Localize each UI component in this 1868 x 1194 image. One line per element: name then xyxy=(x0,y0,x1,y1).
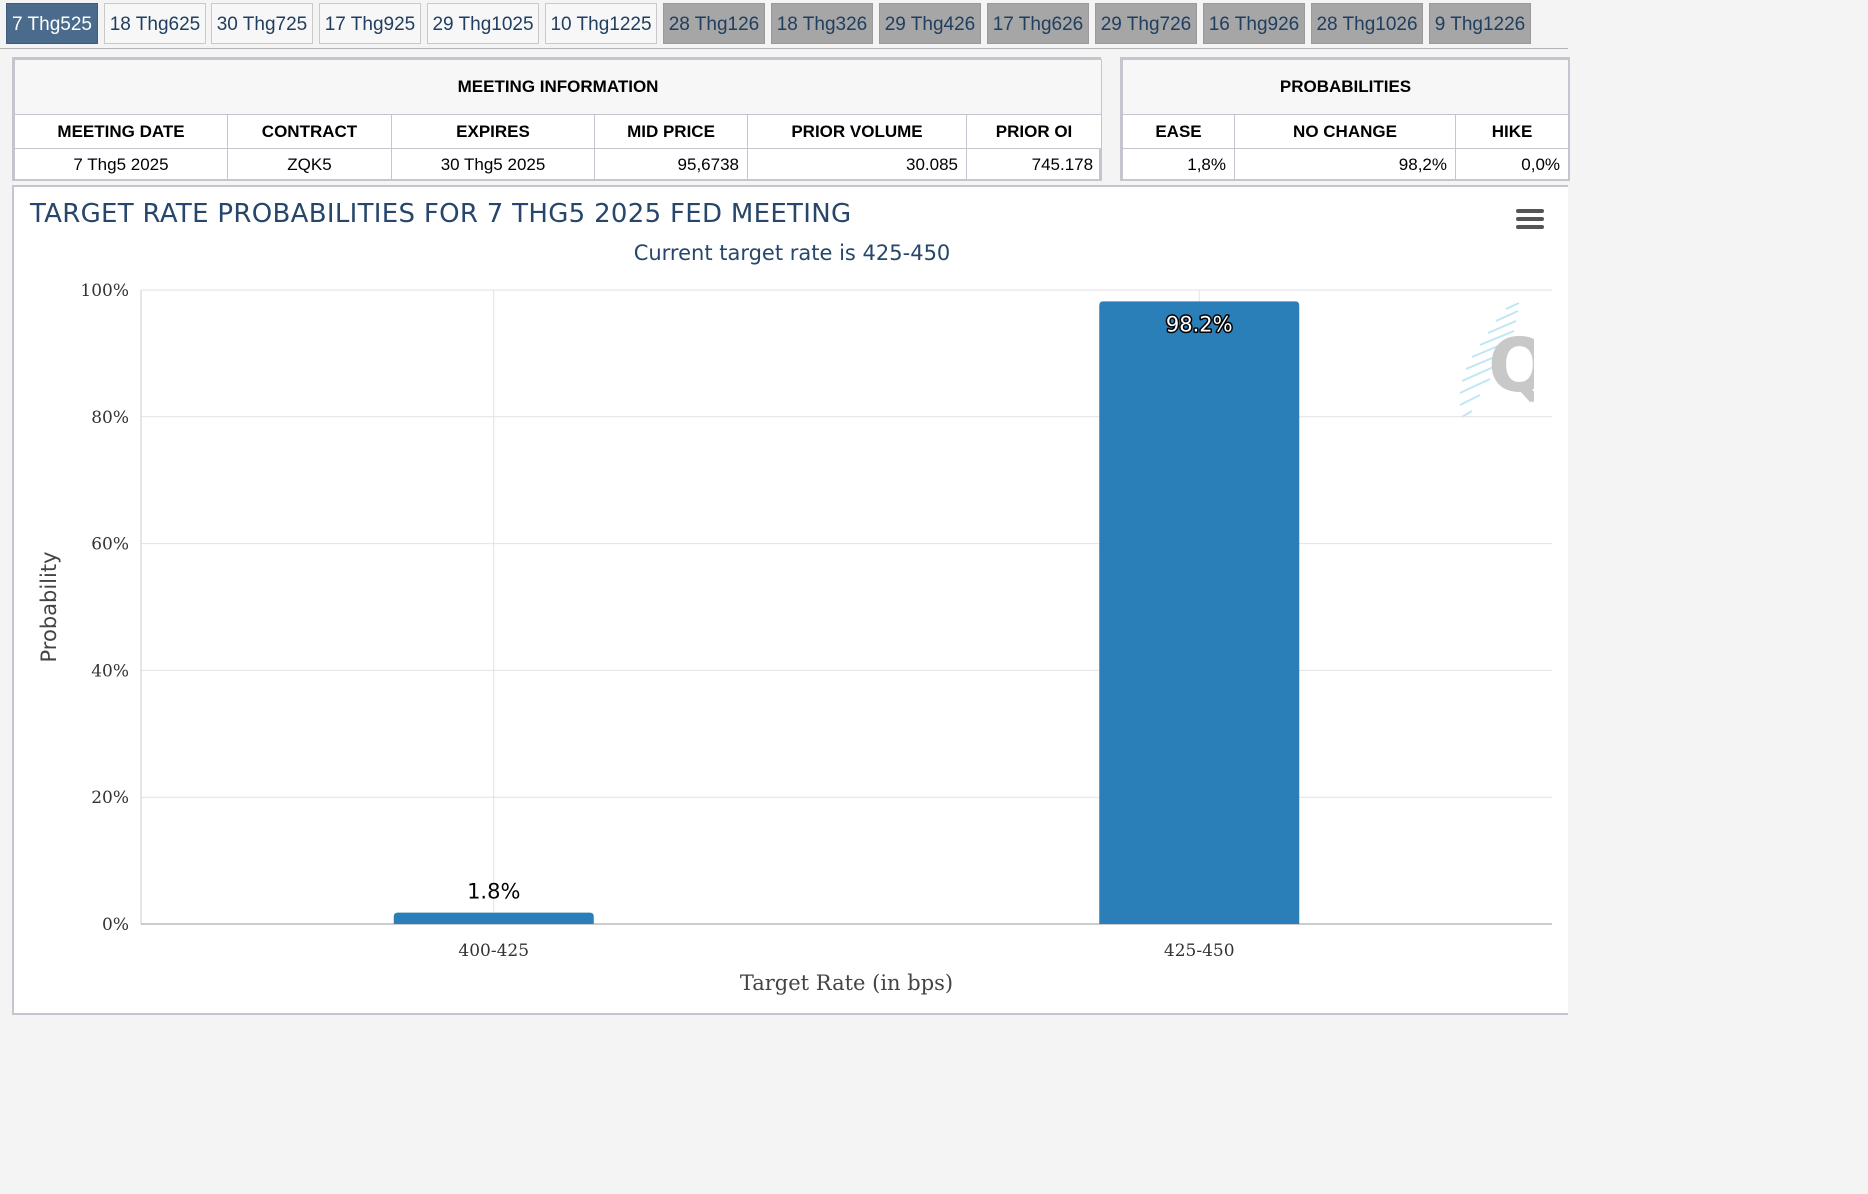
table-row: 1,8% 98,2% 0,0% xyxy=(1122,148,1570,181)
tab-10[interactable]: 29 Thg726 xyxy=(1095,3,1197,44)
bar-400-425 xyxy=(393,912,594,924)
prior-volume-value: 30.085 xyxy=(747,148,967,181)
bar-425-450 xyxy=(1099,301,1300,924)
probabilities-caption: PROBABILITIES xyxy=(1121,59,1570,115)
tab-3[interactable]: 17 Thg925 xyxy=(319,3,421,44)
target-rate-chart: TARGET RATE PROBABILITIES FOR 7 THG5 202… xyxy=(12,185,1568,1015)
tab-0[interactable]: 7 Thg525 xyxy=(6,3,98,44)
header-no-change: NO CHANGE xyxy=(1234,114,1456,149)
hamburger-menu-icon[interactable] xyxy=(1516,207,1546,233)
header-prior-oi: PRIOR OI xyxy=(965,114,1103,149)
chart-subtitle: Current target rate is 425-450 xyxy=(633,241,951,265)
tab-5[interactable]: 10 Thg1225 xyxy=(545,3,657,44)
x-tick-label: 400-425 xyxy=(458,941,529,961)
header-hike: HIKE xyxy=(1454,114,1570,149)
ease-value: 1,8% xyxy=(1122,148,1235,181)
meeting-date-tabs: 7 Thg525 18 Thg625 30 Thg725 17 Thg925 29 Th… xyxy=(0,0,1568,49)
tab-2[interactable]: 30 Thg725 xyxy=(211,3,313,44)
no-change-value: 98,2% xyxy=(1234,148,1456,181)
table-row: 7 Thg5 2025 ZQK5 30 Thg5 2025 95,6738 30… xyxy=(14,148,1103,181)
header-mid-price: MID PRICE xyxy=(594,114,748,149)
y-tick-label: 0% xyxy=(102,915,129,935)
header-contract: CONTRACT xyxy=(227,114,392,149)
tab-12[interactable]: 28 Thg1026 xyxy=(1311,3,1423,44)
tab-4[interactable]: 29 Thg1025 xyxy=(427,3,539,44)
x-tick-label: 425-450 xyxy=(1164,941,1235,961)
header-ease: EASE xyxy=(1122,114,1235,149)
data-label: 98.2% xyxy=(1166,312,1233,336)
y-tick-label: 100% xyxy=(80,281,129,301)
tab-11[interactable]: 16 Thg926 xyxy=(1203,3,1305,44)
x-axis-title: Target Rate (in bps) xyxy=(740,971,953,995)
probabilities-table: PROBABILITIES EASE NO CHANGE HIKE 1,8% 9… xyxy=(1120,57,1570,181)
meeting-date-value: 7 Thg5 2025 xyxy=(14,148,228,181)
tab-1[interactable]: 18 Thg625 xyxy=(104,3,206,44)
header-expires: EXPIRES xyxy=(391,114,595,149)
y-tick-label: 40% xyxy=(91,661,129,681)
contract-value: ZQK5 xyxy=(227,148,392,181)
tab-13[interactable]: 9 Thg1226 xyxy=(1429,3,1531,44)
hike-value: 0,0% xyxy=(1454,148,1570,181)
svg-text:Q: Q xyxy=(1488,323,1534,409)
expires-value: 30 Thg5 2025 xyxy=(391,148,595,181)
mid-price-value: 95,6738 xyxy=(594,148,748,181)
y-tick-label: 60% xyxy=(91,535,129,555)
y-tick-label: 80% xyxy=(91,408,129,428)
header-prior-volume: PRIOR VOLUME xyxy=(747,114,967,149)
meeting-information-table: MEETING INFORMATION MEETING DATE CONTRAC… xyxy=(12,57,1103,181)
tab-9[interactable]: 17 Thg626 xyxy=(987,3,1089,44)
q-logo-icon: Q xyxy=(1459,302,1534,418)
y-axis-title: Probability xyxy=(37,551,61,662)
prior-oi-value: 745.178 xyxy=(965,148,1103,181)
tab-6[interactable]: 28 Thg126 xyxy=(663,3,765,44)
tab-8[interactable]: 29 Thg426 xyxy=(879,3,981,44)
chart-title: TARGET RATE PROBABILITIES FOR 7 THG5 202… xyxy=(30,199,852,229)
header-meeting-date: MEETING DATE xyxy=(14,114,228,149)
y-tick-label: 20% xyxy=(91,788,129,808)
tab-7[interactable]: 18 Thg326 xyxy=(771,3,873,44)
meeting-information-caption: MEETING INFORMATION xyxy=(13,59,1103,115)
bar-plot-area: 0% 20% 40% 60% 80% 100% 1.8% 400-425 98.2% 425-45… xyxy=(37,281,1552,995)
data-label: 1.8% xyxy=(467,880,520,904)
